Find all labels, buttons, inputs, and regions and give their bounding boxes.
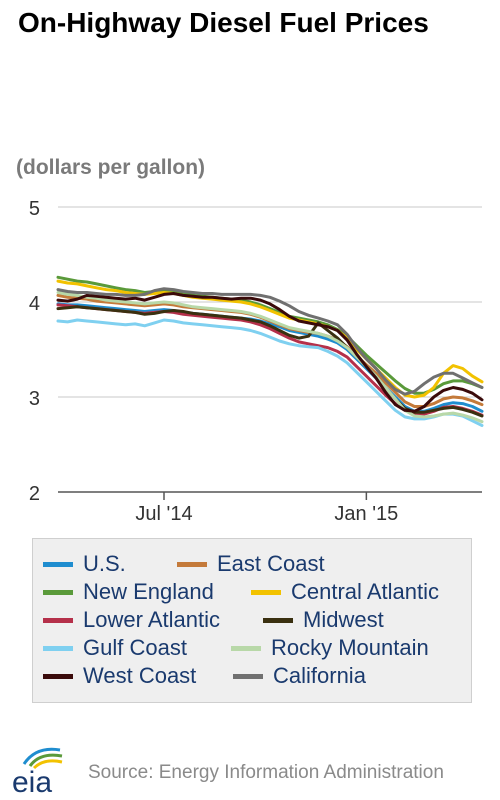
- legend-row: Lower Atlantic Midwest: [43, 606, 398, 634]
- legend-swatch: [231, 645, 261, 651]
- legend-label: Central Atlantic: [291, 579, 439, 604]
- y-tick-label: 3: [29, 388, 40, 410]
- legend-item-lower-atlantic: Lower Atlantic: [43, 607, 249, 633]
- legend-swatch: [263, 617, 293, 623]
- legend-row: U.S. East Coast: [43, 550, 339, 578]
- series-line-gulf-coast: [56, 318, 484, 427]
- chart-title: On-Highway Diesel Fuel Prices: [18, 7, 429, 38]
- legend-item-new-england: New England: [43, 579, 237, 605]
- legend-swatch: [251, 589, 281, 595]
- legend-row: Gulf Coast Rocky Mountain: [43, 634, 443, 662]
- legend-item-gulf-coast: Gulf Coast: [43, 635, 217, 661]
- legend-label: Lower Atlantic: [83, 607, 220, 632]
- y-tick-label: 4: [29, 293, 40, 315]
- legend-item-midwest: Midwest: [263, 607, 384, 633]
- legend-swatch: [233, 673, 263, 679]
- legend-item-us: U.S.: [43, 551, 163, 577]
- legend-row: New England Central Atlantic: [43, 578, 453, 606]
- eia-logo-icon: eia: [12, 747, 63, 796]
- legend: U.S. East Coast New England Central Atla…: [32, 538, 472, 703]
- legend-swatch: [43, 673, 73, 679]
- legend-swatch: [43, 589, 73, 595]
- legend-swatch: [177, 561, 207, 567]
- footer: eia Source: Energy Information Administr…: [0, 742, 500, 800]
- source-note: Source: Energy Information Administratio…: [88, 762, 444, 783]
- legend-swatch: [43, 617, 73, 623]
- legend-label: California: [273, 663, 366, 688]
- legend-item-california: California: [233, 663, 366, 689]
- axes: [58, 491, 482, 500]
- legend-row: West Coast California: [43, 662, 380, 690]
- legend-label: Rocky Mountain: [271, 635, 429, 660]
- y-tick-label: 5: [29, 198, 40, 220]
- legend-label: New England: [83, 579, 214, 604]
- x-tick-label: Jan '15: [334, 503, 398, 525]
- series-line-central-atlantic: [56, 279, 484, 399]
- y-axis-unit-label: (dollars per gallon): [16, 156, 206, 179]
- x-tick-label: Jul '14: [135, 503, 192, 525]
- tick-labels: 2 3 4 5 Jul '14 Jan '15: [29, 198, 398, 525]
- legend-swatch: [43, 645, 73, 651]
- legend-swatch: [43, 561, 73, 567]
- legend-label: Midwest: [303, 607, 384, 632]
- series-line-rocky-mountain: [56, 291, 484, 424]
- legend-label: East Coast: [217, 551, 325, 576]
- series-lines: [56, 275, 484, 427]
- legend-item-central-atlantic: Central Atlantic: [251, 579, 439, 605]
- y-tick-label: 2: [29, 483, 40, 505]
- legend-label: U.S.: [83, 551, 126, 576]
- eia-logo-text: eia: [12, 766, 52, 796]
- legend-item-west-coast: West Coast: [43, 663, 219, 689]
- legend-label: West Coast: [83, 663, 197, 688]
- series-line-west-coast: [56, 292, 484, 413]
- series-line-california: [56, 287, 484, 396]
- legend-item-rocky-mountain: Rocky Mountain: [231, 635, 429, 661]
- line-chart: 2 3 4 5 Jul '14 Jan '15: [29, 198, 484, 525]
- legend-item-east-coast: East Coast: [177, 551, 325, 577]
- legend-label: Gulf Coast: [83, 635, 187, 660]
